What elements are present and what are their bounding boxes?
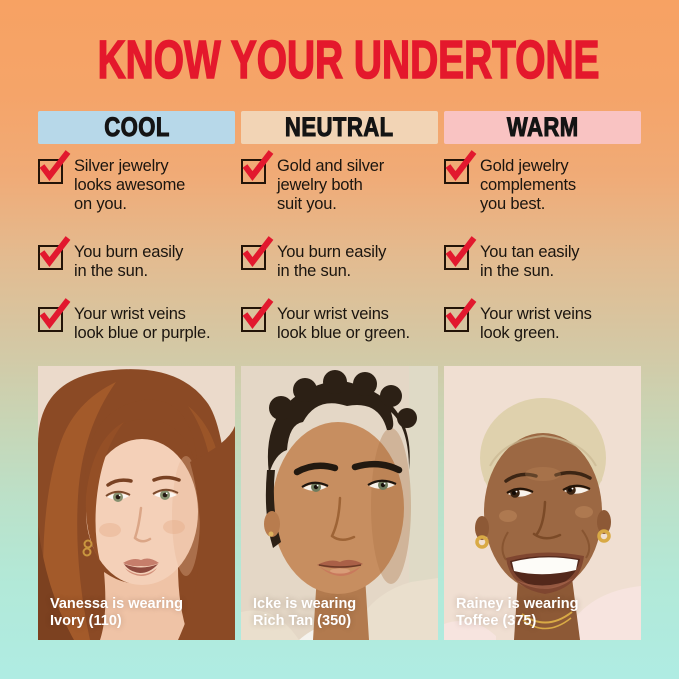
photo-icke: Icke is wearing Rich Tan (350) [241, 366, 438, 640]
warm-checklist: Gold jewelry complements you best. You t… [444, 144, 641, 345]
red-check-icon [39, 150, 71, 181]
check-item: Your wrist veins look blue or purple. [38, 298, 235, 345]
photo-caption: Vanessa is wearing Ivory (110) [50, 596, 183, 629]
checked-checkbox-icon [241, 236, 274, 270]
check-item-text: You tan easily in the sun. [480, 243, 580, 280]
check-item: You burn easily in the sun. [38, 236, 235, 283]
neutral-checklist: Gold and silver jewelry both suit you. Y… [241, 144, 438, 345]
check-item: Gold and silver jewelry both suit you. [241, 150, 438, 217]
red-check-icon [242, 236, 274, 267]
check-item-text: Gold jewelry complements you best. [480, 157, 576, 213]
warm-header-label: WARM [506, 112, 579, 143]
check-item: You tan easily in the sun. [444, 236, 641, 283]
check-item: Your wrist veins look green. [444, 298, 641, 345]
red-check-icon [39, 298, 71, 329]
red-check-icon [445, 298, 477, 329]
checked-checkbox-icon [241, 150, 274, 184]
warm-header: WARM [444, 111, 641, 144]
cool-header: COOL [38, 111, 235, 144]
check-item-text: Silver jewelry looks awesome on you. [74, 157, 186, 213]
check-item-text: Your wrist veins look blue or green. [277, 305, 410, 342]
check-item: Silver jewelry looks awesome on you. [38, 150, 235, 217]
checked-checkbox-icon [444, 236, 477, 270]
model-photos: Vanessa is wearing Ivory (110) [38, 366, 641, 640]
check-item: Your wrist veins look blue or green. [241, 298, 438, 345]
portrait-vanessa-illustration [38, 366, 235, 640]
portrait-rainey-illustration [444, 366, 641, 640]
check-item-text: Your wrist veins look green. [480, 305, 592, 342]
checked-checkbox-icon [38, 298, 71, 332]
column-neutral: NEUTRAL Gold and silver jewelry both sui… [241, 111, 438, 345]
check-item: You burn easily in the sun. [241, 236, 438, 283]
check-item-text: Gold and silver jewelry both suit you. [277, 157, 385, 213]
red-check-icon [242, 150, 274, 181]
checked-checkbox-icon [241, 298, 274, 332]
photo-caption: Icke is wearing Rich Tan (350) [253, 596, 357, 629]
checked-checkbox-icon [38, 236, 71, 270]
portrait-icke-illustration [241, 366, 438, 640]
column-cool: COOL Silver jewelry looks awesome on you… [38, 111, 235, 345]
check-item: Gold jewelry complements you best. [444, 150, 641, 217]
neutral-header: NEUTRAL [241, 111, 438, 144]
photo-caption: Rainey is wearing Toffee (375) [456, 596, 579, 629]
undertone-columns: COOL Silver jewelry looks awesome on you… [38, 111, 641, 345]
cool-header-label: COOL [103, 112, 170, 143]
checked-checkbox-icon [444, 298, 477, 332]
red-check-icon [445, 236, 477, 267]
page-title: KNOW YOUR UNDERTONE [97, 30, 600, 90]
red-check-icon [445, 150, 477, 181]
column-warm: WARM Gold jewelry complements you best. [444, 111, 641, 345]
photo-rainey: Rainey is wearing Toffee (375) [444, 366, 641, 640]
checked-checkbox-icon [38, 150, 71, 184]
photo-vanessa: Vanessa is wearing Ivory (110) [38, 366, 235, 640]
cool-checklist: Silver jewelry looks awesome on you. You… [38, 144, 235, 345]
neutral-header-label: NEUTRAL [285, 112, 394, 143]
page-title-wrap: KNOW YOUR UNDERTONE [0, 30, 679, 90]
check-item-text: You burn easily in the sun. [277, 243, 387, 280]
check-item-text: You burn easily in the sun. [74, 243, 184, 280]
check-item-text: Your wrist veins look blue or purple. [74, 305, 211, 342]
checked-checkbox-icon [444, 150, 477, 184]
red-check-icon [242, 298, 274, 329]
red-check-icon [39, 236, 71, 267]
